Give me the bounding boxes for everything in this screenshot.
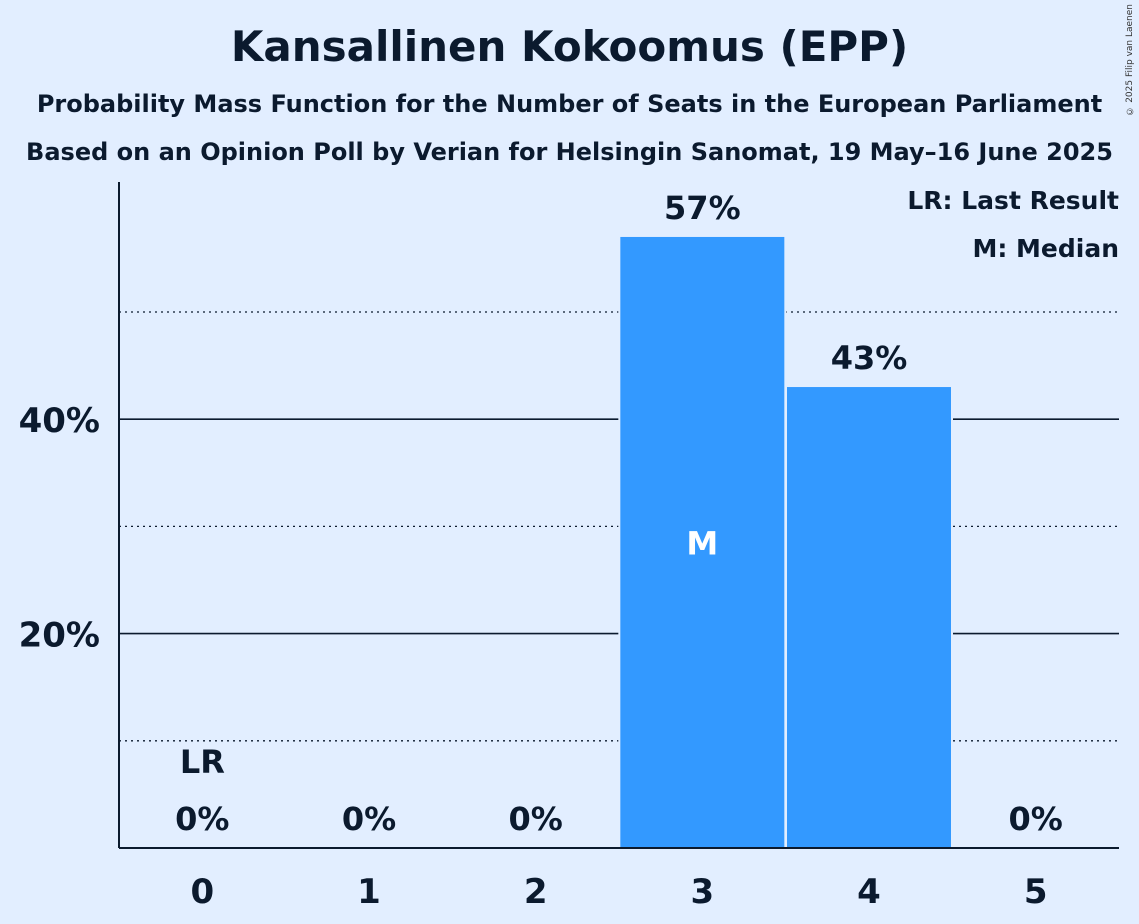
value-label: 0%: [342, 800, 396, 838]
x-tick-label: 5: [1024, 872, 1048, 912]
value-label: 0%: [1009, 800, 1063, 838]
x-tick-label: 0: [190, 872, 214, 912]
bar-seats-3: [620, 236, 785, 848]
x-tick-label: 2: [524, 872, 548, 912]
chart-title: Kansallinen Kokoomus (EPP): [230, 22, 909, 71]
chart-subtitle-source: Based on an Opinion Poll by Verian for H…: [26, 138, 1113, 166]
legend-last-result: LR: Last Result: [907, 186, 1119, 215]
y-tick-label: 40%: [19, 401, 100, 441]
bar-seats-4: [787, 387, 951, 848]
chart-subtitle: Probability Mass Function for the Number…: [36, 90, 1103, 118]
value-label: 57%: [664, 189, 741, 227]
value-label: 0%: [175, 800, 229, 838]
value-label: 43%: [831, 339, 908, 377]
last-result-marker: LR: [180, 743, 225, 781]
value-label: 0%: [509, 800, 563, 838]
x-tick-label: 1: [357, 872, 381, 912]
legend-median: M: Median: [972, 234, 1119, 263]
y-tick-label: 20%: [19, 616, 100, 656]
x-tick-label: 3: [690, 872, 714, 912]
x-tick-label: 4: [857, 872, 881, 912]
median-marker: M: [686, 524, 718, 562]
